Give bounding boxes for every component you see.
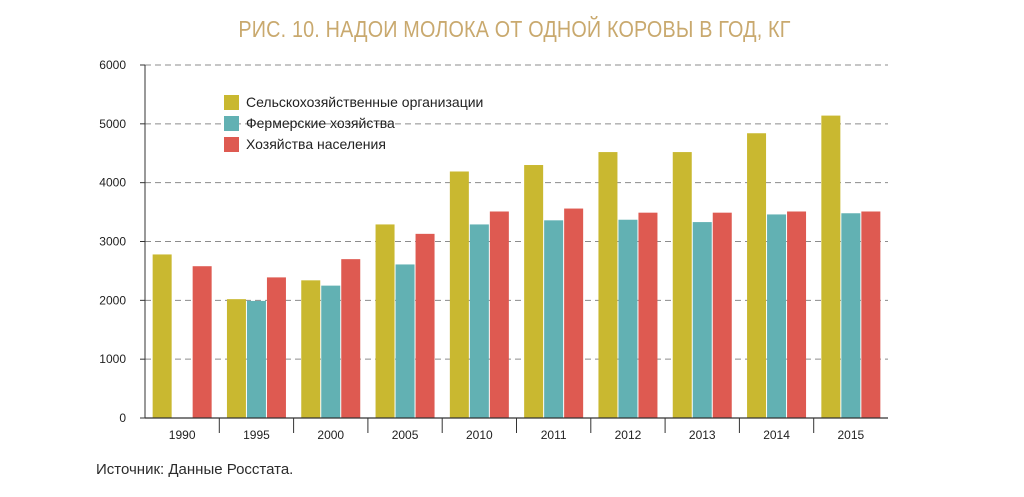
source-note: Источник: Данные Росстата. bbox=[96, 461, 294, 478]
bar bbox=[226, 299, 246, 418]
legend-label: Фермерские хозяйства bbox=[246, 115, 395, 131]
y-tick-label: 6000 bbox=[99, 58, 126, 72]
x-tick-label: 2012 bbox=[615, 428, 642, 442]
bar bbox=[301, 280, 321, 418]
bar bbox=[415, 233, 435, 418]
legend-swatch bbox=[224, 137, 239, 152]
legend-label: Хозяйства населения bbox=[246, 136, 386, 152]
bar bbox=[321, 285, 341, 418]
bar bbox=[598, 152, 618, 418]
bar bbox=[544, 220, 564, 418]
bar bbox=[821, 115, 841, 418]
x-tick-label: 2015 bbox=[837, 428, 864, 442]
bar bbox=[266, 277, 286, 418]
bar bbox=[449, 171, 469, 418]
x-tick-label: 1995 bbox=[243, 428, 270, 442]
bars bbox=[152, 115, 881, 418]
bar bbox=[489, 211, 509, 418]
bar bbox=[395, 264, 415, 418]
bar bbox=[618, 219, 638, 418]
x-tick-label: 2010 bbox=[466, 428, 493, 442]
bar bbox=[341, 259, 361, 418]
bar bbox=[692, 222, 712, 418]
bar bbox=[787, 211, 807, 418]
bar bbox=[672, 152, 692, 418]
bar bbox=[564, 208, 584, 418]
bar bbox=[767, 214, 787, 418]
legend-swatch bbox=[224, 95, 239, 110]
bar bbox=[638, 212, 658, 418]
bar bbox=[192, 266, 212, 418]
bar bbox=[375, 224, 395, 418]
x-tick-label: 2000 bbox=[317, 428, 344, 442]
y-tick-label: 4000 bbox=[99, 176, 126, 190]
bar bbox=[246, 300, 266, 418]
y-tick-label: 5000 bbox=[99, 117, 126, 131]
y-axis: 0 1000 2000 3000 4000 5000 6000 bbox=[99, 58, 146, 425]
bar bbox=[469, 224, 489, 418]
y-tick-label: 3000 bbox=[99, 235, 126, 249]
x-tick-label: 2011 bbox=[541, 428, 567, 442]
legend-swatch bbox=[224, 116, 239, 131]
bar bbox=[712, 212, 732, 418]
bar bbox=[152, 254, 172, 418]
x-tick-label: 2013 bbox=[689, 428, 716, 442]
bar-chart: 0 1000 2000 3000 4000 5000 6000 1990 1995 2000 20… bbox=[99, 58, 888, 442]
x-tick-label: 2014 bbox=[763, 428, 790, 442]
x-axis: 1990 1995 2000 2005 2010 2011 2012 2013 2014 2015 bbox=[145, 417, 888, 442]
bar bbox=[861, 211, 881, 418]
y-tick-label: 0 bbox=[119, 411, 126, 425]
bar bbox=[524, 165, 544, 418]
legend-label: Сельскохозяйственные организации bbox=[246, 94, 483, 110]
chart-title: РИС. 10. НАДОИ МОЛОКА ОТ ОДНОЙ КОРОВЫ В … bbox=[238, 16, 791, 42]
y-tick-label: 1000 bbox=[99, 352, 126, 366]
legend: Сельскохозяйственные организации Фермерск… bbox=[224, 94, 483, 152]
y-tick-label: 2000 bbox=[99, 293, 126, 307]
x-tick-label: 1990 bbox=[169, 428, 196, 442]
x-tick-label: 2005 bbox=[392, 428, 419, 442]
bar bbox=[747, 133, 767, 418]
bar bbox=[841, 213, 861, 418]
